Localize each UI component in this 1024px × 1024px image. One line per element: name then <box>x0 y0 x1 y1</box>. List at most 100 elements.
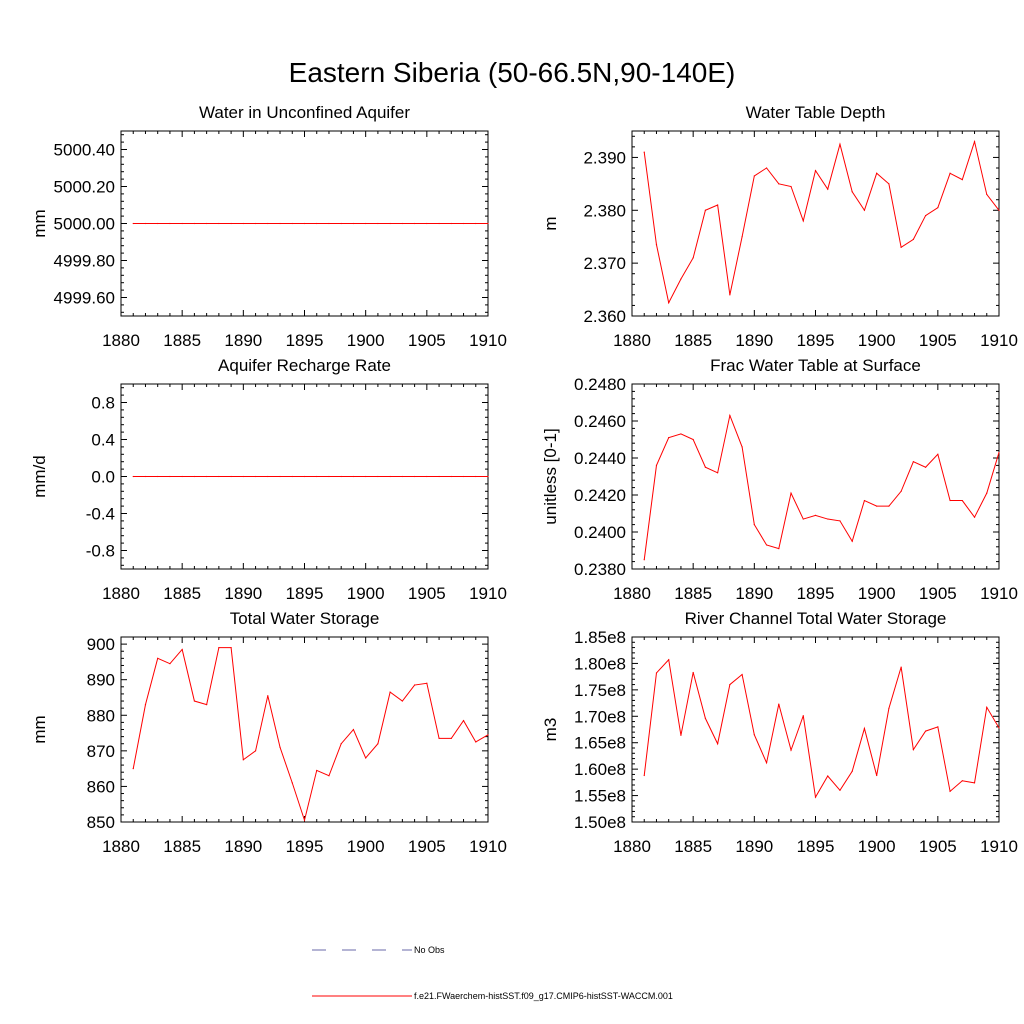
x-tick-label: 1900 <box>858 331 896 350</box>
data-point <box>998 727 1000 729</box>
data-point <box>181 648 183 651</box>
data-point <box>462 222 465 225</box>
series-line <box>643 413 1000 560</box>
y-tick-label: 1.80e8 <box>574 654 626 673</box>
data-point <box>254 475 257 478</box>
data-point <box>949 172 951 174</box>
x-tick-label: 1885 <box>674 584 712 603</box>
data-point <box>986 492 988 494</box>
data-point <box>303 819 306 821</box>
panel-aquifer-recharge-rate: Aquifer Recharge Rate mm/d 1880 1885 1890 189… <box>30 356 507 603</box>
x-tick-label: 1910 <box>469 331 507 350</box>
data-point <box>949 499 951 502</box>
data-point <box>692 257 694 259</box>
y-tick-label: 890 <box>87 671 115 690</box>
data-point <box>218 222 220 225</box>
data-point <box>717 204 719 206</box>
data-point <box>827 188 829 190</box>
data-point <box>426 475 428 478</box>
data-point <box>986 706 988 708</box>
x-tick-label: 1900 <box>858 584 896 603</box>
data-point <box>487 475 489 478</box>
data-point <box>377 743 379 745</box>
data-point <box>303 222 306 225</box>
panel-frac-water-table-at-surface: Frac Water Table at Surface unitless [0-1… <box>541 356 1018 603</box>
data-point <box>401 222 403 225</box>
data-point <box>765 544 768 546</box>
data-point <box>206 475 208 478</box>
x-tick-label: 1910 <box>469 837 507 856</box>
data-point <box>937 207 939 209</box>
x-tick-label: 1900 <box>347 584 385 603</box>
x-tick-label: 1880 <box>613 584 651 603</box>
figure-title: Eastern Siberia (50-66.5N,90-140E) <box>289 57 736 88</box>
x-tick-label: 1890 <box>224 331 262 350</box>
data-point <box>475 741 477 743</box>
data-point <box>365 757 367 759</box>
data-point <box>839 789 841 791</box>
data-point <box>925 214 927 217</box>
data-point <box>389 475 391 478</box>
y-tick-label: 5000.20 <box>54 178 115 197</box>
data-point <box>401 700 403 702</box>
data-point <box>438 475 440 478</box>
x-tick-label: 1880 <box>613 331 651 350</box>
panel-water-table-depth: Water Table Depth m 1880 1885 1890 1895 1900 19… <box>541 103 1018 350</box>
panel-title: Frac Water Table at Surface <box>710 356 921 375</box>
data-point <box>655 464 658 466</box>
data-point <box>704 717 707 720</box>
data-point <box>328 222 330 225</box>
data-point <box>267 475 269 478</box>
data-point <box>279 746 281 748</box>
data-point <box>741 446 743 448</box>
data-point <box>900 490 902 492</box>
data-point <box>377 475 379 478</box>
data-point <box>230 222 232 225</box>
data-point <box>973 140 976 143</box>
data-point <box>753 524 755 526</box>
data-point <box>254 222 257 225</box>
data-point <box>643 774 645 777</box>
data-point <box>132 475 134 478</box>
data-point <box>279 475 281 478</box>
data-point <box>643 151 645 153</box>
y-tick-label: 0.0 <box>91 468 115 487</box>
x-tick-label: 1905 <box>919 837 957 856</box>
data-point <box>863 499 866 502</box>
data-point <box>729 294 731 296</box>
data-point <box>778 548 780 550</box>
data-point <box>753 175 755 177</box>
data-point <box>937 453 939 455</box>
data-point <box>729 414 731 417</box>
data-point <box>401 475 403 478</box>
data-point <box>414 475 416 478</box>
data-point <box>900 666 902 668</box>
y-axis-label: mm <box>30 715 49 743</box>
panel-total-water-storage: Total Water Storage mm 1880 1885 1890 1895 190… <box>30 609 507 856</box>
data-point <box>851 540 853 542</box>
data-point <box>692 671 694 674</box>
series-line <box>643 139 1000 305</box>
data-point <box>487 222 489 225</box>
data-point <box>863 209 866 211</box>
data-point <box>778 183 780 185</box>
data-point <box>389 691 391 693</box>
x-tick-label: 1895 <box>797 584 835 603</box>
x-tick-label: 1885 <box>163 837 201 856</box>
y-tick-label: 2.360 <box>583 307 626 326</box>
data-point <box>973 516 976 518</box>
legend-obs-label: No Obs <box>414 945 445 955</box>
data-point <box>242 759 244 761</box>
y-axis-label: m3 <box>541 718 560 742</box>
x-tick-label: 1900 <box>858 837 896 856</box>
data-point <box>900 246 902 248</box>
data-point <box>352 475 355 478</box>
y-tick-label: 870 <box>87 742 115 761</box>
data-point <box>925 466 927 468</box>
panel-title: Water in Unconfined Aquifer <box>199 103 410 122</box>
x-tick-label: 1900 <box>347 331 385 350</box>
data-point <box>668 302 670 304</box>
data-point <box>291 222 293 225</box>
y-tick-label: 0.2380 <box>574 560 626 579</box>
data-point <box>340 222 342 225</box>
